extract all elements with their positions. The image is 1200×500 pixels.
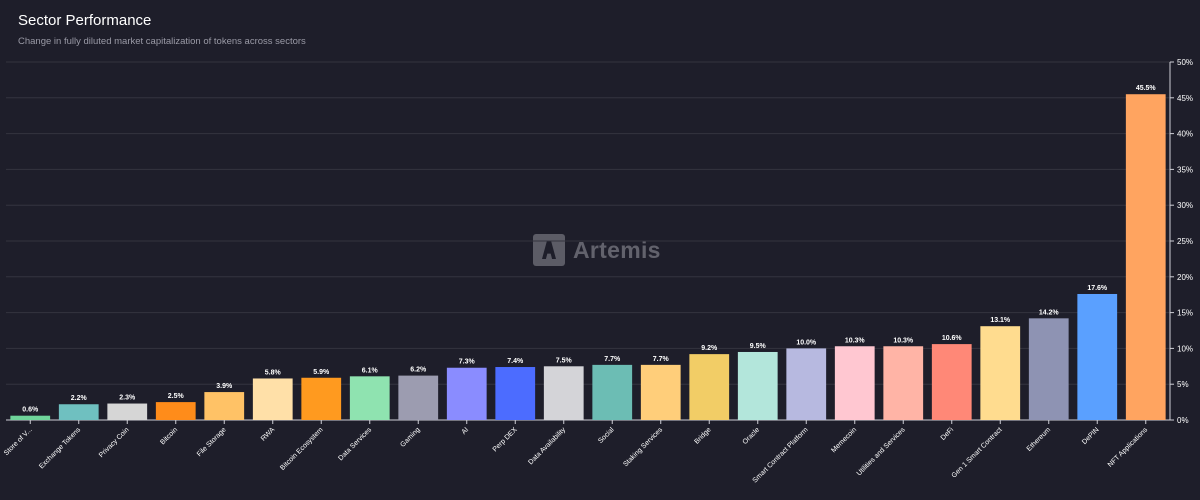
bar (737, 351, 778, 420)
x-tick-label: Data Services (337, 426, 373, 462)
x-tick-label: Store of V... (3, 426, 34, 457)
data-label: 2.5% (168, 393, 185, 400)
y-tick-label: 25% (1177, 237, 1193, 246)
y-tick-label: 35% (1177, 165, 1193, 174)
x-tick-label: Gen 1 Smart Contract (951, 426, 1004, 479)
bar (155, 402, 196, 420)
data-label: 13.1% (990, 317, 1011, 324)
data-label: 7.3% (459, 359, 476, 366)
data-label: 3.9% (216, 383, 233, 390)
bar (1028, 318, 1069, 420)
x-tick-label: AI (461, 426, 471, 436)
x-tick-label: Bitcoin (159, 426, 179, 446)
bar (931, 344, 972, 420)
data-label: 10.0% (796, 339, 817, 346)
x-tick-label: Exchange Tokens (38, 426, 82, 470)
x-tick-label: RWA (260, 426, 276, 442)
bar (398, 375, 439, 420)
x-tick-label: Perp DEX (492, 426, 519, 453)
x-tick-label: Utilities and Services (856, 426, 907, 477)
x-tick-label: File Storage (196, 426, 228, 458)
data-label: 6.2% (410, 367, 427, 374)
y-tick-label: 45% (1177, 94, 1193, 103)
bar (786, 348, 827, 420)
y-tick-label: 0% (1177, 416, 1189, 425)
bar (495, 367, 536, 420)
bar (252, 378, 293, 420)
x-tick-label: DePIN (1081, 426, 1101, 446)
x-tick-label: Ethereum (1026, 426, 1053, 453)
data-label: 45.5% (1136, 85, 1157, 92)
data-label: 5.9% (313, 369, 330, 376)
bar (58, 404, 99, 420)
bar (883, 346, 924, 420)
bar (689, 354, 730, 420)
data-label: 2.3% (119, 395, 136, 402)
x-tick-label: Bitcoin Ecosystem (279, 426, 325, 472)
x-tick-label: Bridge (693, 426, 712, 445)
artemis-logo-icon (533, 234, 565, 266)
x-tick-label: Gaming (399, 426, 421, 448)
y-tick-label: 30% (1177, 201, 1193, 210)
x-tick-label: Smart Contract Platform (752, 426, 810, 484)
data-label: 10.3% (893, 337, 914, 344)
x-tick-label: DeFi (940, 426, 956, 442)
x-tick-label: Social (597, 426, 616, 445)
data-label: 10.6% (942, 335, 963, 342)
chart-title: Sector Performance (18, 12, 152, 29)
data-label: 7.4% (507, 358, 524, 365)
data-label: 2.2% (71, 395, 88, 402)
x-tick-label: Data Availability (527, 426, 567, 466)
data-label: 9.2% (701, 345, 718, 352)
x-tick-label: Staking Services (622, 426, 664, 468)
data-label: 9.5% (750, 343, 767, 350)
x-tick-label: Memecoin (830, 426, 858, 454)
bar (446, 367, 487, 420)
y-tick-label: 20% (1177, 273, 1193, 282)
bar (980, 326, 1021, 420)
data-label: 10.3% (845, 337, 866, 344)
data-label: 7.7% (653, 356, 670, 363)
x-tick-label: Privacy Coin (98, 426, 131, 459)
data-label: 7.7% (604, 356, 621, 363)
data-label: 17.6% (1087, 285, 1108, 292)
bar (834, 346, 875, 420)
bar (301, 377, 342, 420)
bar (204, 392, 245, 420)
y-tick-label: 5% (1177, 380, 1189, 389)
data-label: 7.5% (556, 357, 573, 364)
bar (543, 366, 584, 420)
bar (1125, 94, 1166, 420)
data-label: 6.1% (362, 367, 379, 374)
data-label: 5.8% (265, 369, 282, 376)
data-label: 14.2% (1039, 309, 1060, 316)
bar (1077, 293, 1118, 420)
bar (640, 364, 681, 420)
y-tick-label: 40% (1177, 130, 1193, 139)
y-tick-label: 15% (1177, 309, 1193, 318)
data-label: 0.6% (22, 407, 39, 414)
bar (107, 403, 148, 420)
chart-subtitle: Change in fully diluted market capitaliz… (18, 36, 306, 47)
y-tick-label: 10% (1177, 344, 1193, 353)
x-tick-label: Oracle (742, 426, 762, 446)
y-tick-label: 50% (1177, 58, 1193, 67)
bar (592, 364, 633, 420)
bar (10, 415, 51, 420)
bar (349, 376, 390, 420)
x-tick-label: NFT Applications (1107, 426, 1150, 469)
